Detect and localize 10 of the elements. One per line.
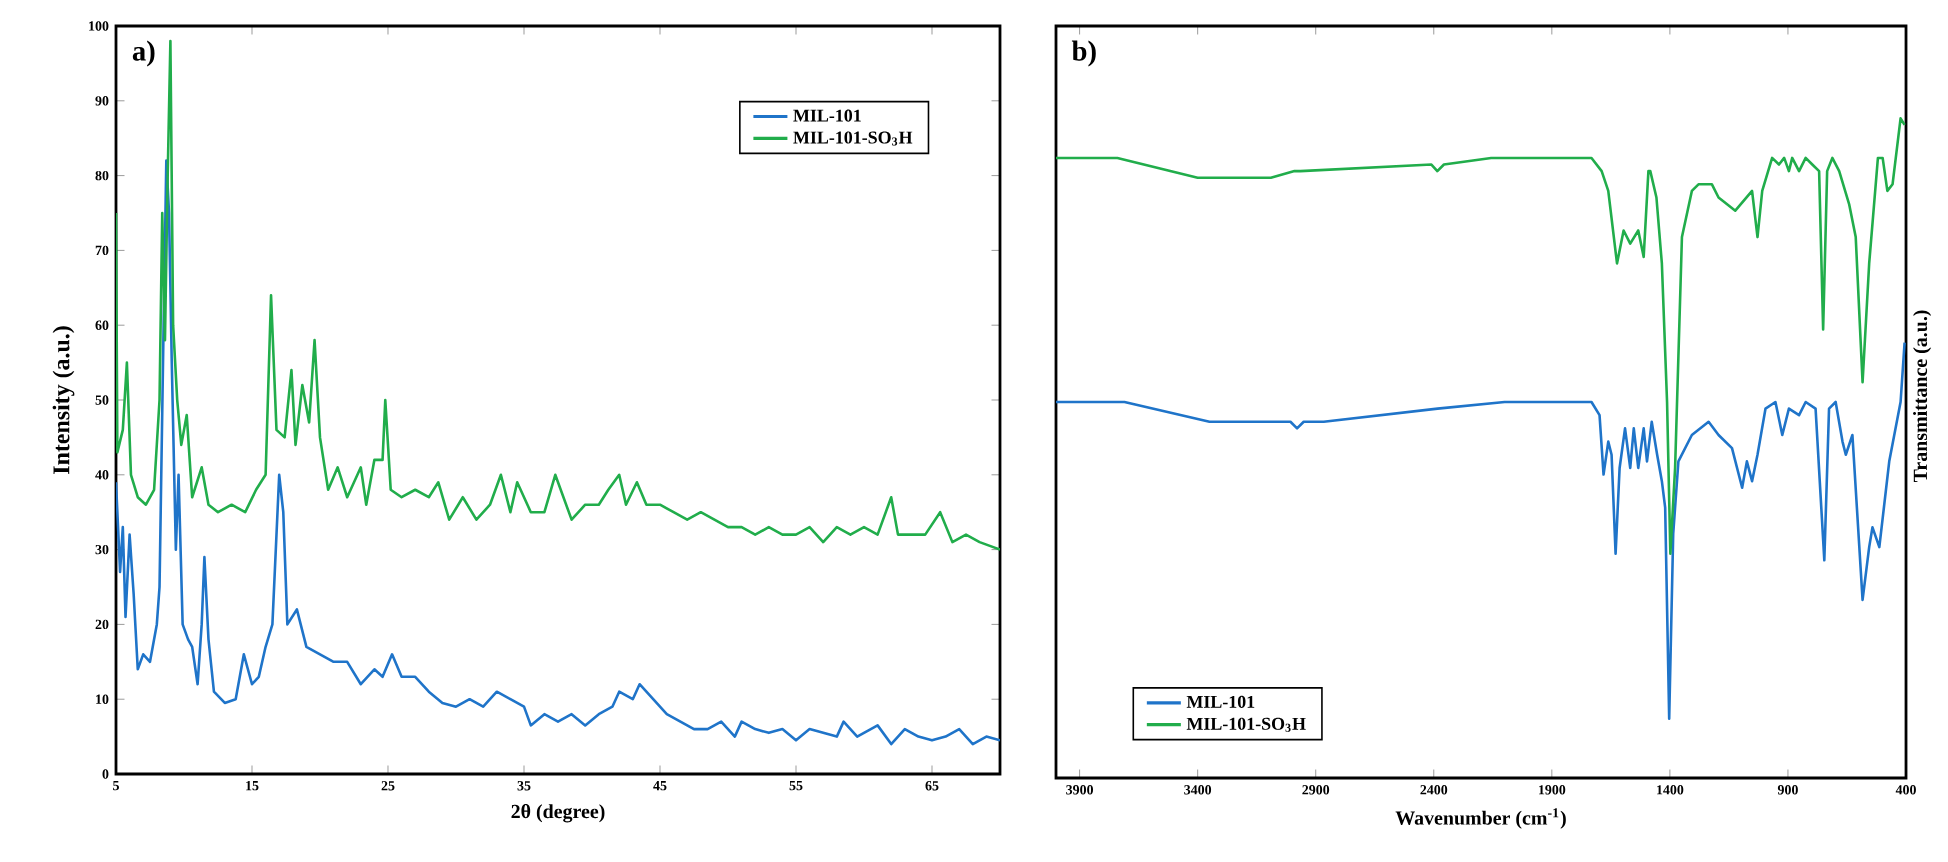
legend-label: MIL-101 (793, 109, 861, 122)
chart-title: a) (132, 40, 155, 67)
x-axis-title: 2θ (degree) (511, 804, 605, 823)
chart-title: b) (1071, 40, 1096, 67)
legend-label: MIL-101-SO$_{3}$H (793, 131, 913, 146)
legend-label: MIL-101-SO$_{3}$H (1186, 717, 1306, 732)
x-axis-title: Wavenumber (cm$^{-1}$) (1395, 808, 1566, 829)
legend-label: MIL-101 (1186, 695, 1255, 708)
y-axis-title: Transmittance (a.u.) (1913, 310, 1932, 483)
y-axis-title: Intensity (a.u.) (52, 326, 75, 474)
